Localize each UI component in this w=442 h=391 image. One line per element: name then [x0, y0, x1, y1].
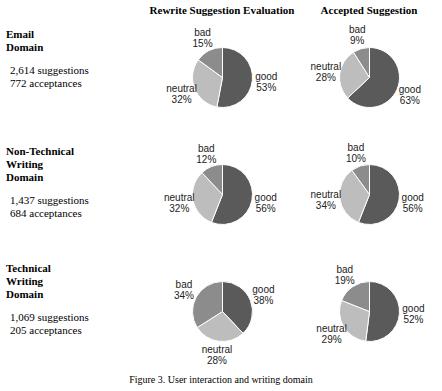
svg-text:neutral34%: neutral34%: [311, 189, 342, 211]
html-text:Rewrite Suggestion Evaluation: Rewrite Suggestion Evaluation: [149, 4, 295, 16]
html-text:1,069 suggestions: 1,069 suggestions: [10, 311, 89, 323]
html-text:Domain: Domain: [6, 288, 44, 300]
html-text:Non-Technical: Non-Technical: [6, 145, 74, 157]
svg-text:neutral32%: neutral32%: [164, 192, 195, 214]
html-text:684 acceptances: 684 acceptances: [10, 207, 82, 219]
html-text:Email: Email: [6, 28, 35, 40]
svg-text:good38%: good38%: [252, 284, 274, 306]
html-text:Writing: Writing: [6, 275, 44, 287]
html-text:772 acceptances: 772 acceptances: [10, 77, 82, 89]
html-text:1,437 suggestions: 1,437 suggestions: [10, 194, 89, 206]
svg-text:neutral32%: neutral32%: [166, 83, 197, 105]
svg-text:good53%: good53%: [255, 71, 277, 93]
html-text:Figure 3. User interaction and: Figure 3. User interaction and writing d…: [129, 374, 313, 385]
svg-text:good63%: good63%: [399, 84, 421, 106]
svg-text:good56%: good56%: [402, 192, 424, 214]
html-text:2,614 suggestions: 2,614 suggestions: [10, 64, 89, 76]
html-text:Domain: Domain: [6, 41, 44, 53]
svg-text:bad19%: bad19%: [335, 264, 355, 286]
html-text:205 acceptances: 205 acceptances: [10, 324, 82, 336]
html-text:Technical: Technical: [6, 262, 51, 274]
svg-text:neutral29%: neutral29%: [316, 323, 347, 345]
html-text:Accepted Suggestion: Accepted Suggestion: [320, 4, 418, 16]
svg-text:neutral28%: neutral28%: [311, 61, 342, 83]
svg-text:neutral28%: neutral28%: [202, 344, 233, 366]
svg-text:bad12%: bad12%: [196, 143, 216, 165]
svg-text:good52%: good52%: [402, 303, 424, 325]
svg-text:bad9%: bad9%: [349, 24, 366, 46]
svg-text:bad15%: bad15%: [193, 27, 213, 49]
svg-text:bad10%: bad10%: [346, 142, 366, 164]
html-text:Domain: Domain: [6, 171, 44, 183]
svg-text:good56%: good56%: [255, 192, 277, 214]
svg-text:bad34%: bad34%: [174, 279, 194, 301]
html-text:Writing: Writing: [6, 158, 44, 170]
